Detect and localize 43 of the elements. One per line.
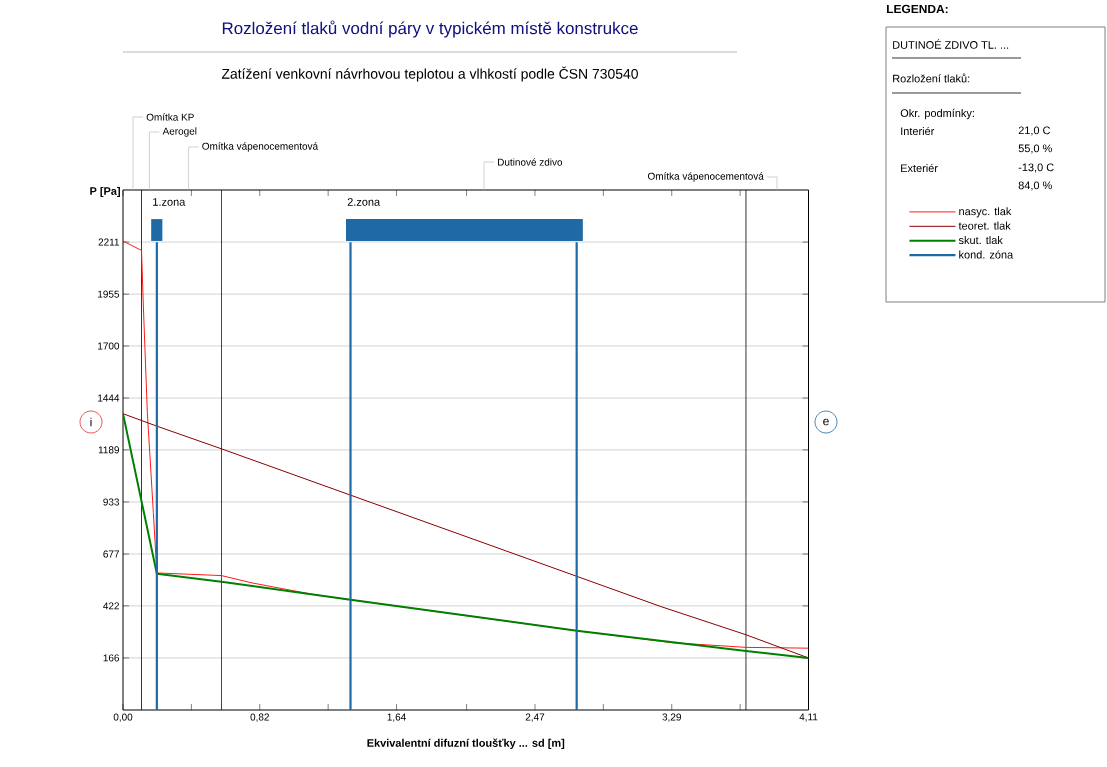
text: DUTINOÉ ZDIVO TL. ... bbox=[893, 39, 1009, 49]
text: Aerogel bbox=[162, 127, 197, 137]
text: Okr. podmínky: bbox=[900, 108, 974, 120]
x-tick-label: 1,64 bbox=[387, 713, 406, 722]
text: i bbox=[90, 417, 92, 427]
y-tick-label: 2211 bbox=[98, 238, 119, 246]
chart-subtitle: Zatížení venkovní návrhovou teplotou a vlhkostí podle ČSN 730540 bbox=[221, 66, 638, 82]
y-tick-label: 166 bbox=[103, 654, 120, 662]
x-tick-label: 0,82 bbox=[250, 713, 269, 722]
y-tick-label: 422 bbox=[103, 602, 119, 610]
text: -13,0 C bbox=[1018, 163, 1054, 173]
y-tick-label: 1444 bbox=[98, 394, 120, 402]
x-tick-label: 4,11 bbox=[799, 713, 818, 722]
text: 21,0 C bbox=[1018, 126, 1051, 136]
text: Interiér bbox=[901, 126, 935, 136]
text: Dutinové zdivo bbox=[498, 158, 563, 166]
y-tick-label: 1955 bbox=[98, 290, 120, 298]
y-tick-label: 1700 bbox=[98, 342, 120, 350]
text: Omítka vápenocementová bbox=[647, 172, 764, 182]
legend-title: LEGENDA: bbox=[887, 4, 948, 14]
legend-label: teoret. tlak bbox=[958, 221, 1011, 230]
band-label: 2.zona bbox=[347, 198, 381, 206]
text: Exteriér bbox=[901, 163, 938, 173]
legend-label: nasyc. tlak bbox=[959, 207, 1012, 218]
x-axis-title: Ekvivalentní difuzní tloušťky ... sd [m] bbox=[367, 738, 565, 750]
text: Rozložení tlaků: bbox=[893, 73, 970, 83]
text: 84,0 % bbox=[1018, 181, 1052, 191]
text: e bbox=[823, 418, 829, 426]
y-tick-label: 1189 bbox=[98, 446, 120, 454]
x-tick-label: 3,29 bbox=[662, 713, 681, 722]
y-tick-label: 677 bbox=[103, 550, 119, 558]
legend-label: kond. zóna bbox=[959, 250, 1014, 259]
y-tick-label: 933 bbox=[103, 498, 120, 506]
text: 55,0 % bbox=[1018, 144, 1052, 154]
text: Omítka vápenocementová bbox=[202, 142, 319, 152]
band-label: 1.zona bbox=[153, 198, 186, 206]
chart-title: Rozložení tlaků vodní páry v typickém místě konstrukce bbox=[222, 20, 638, 38]
legend-label: skut. tlak bbox=[958, 236, 1003, 245]
y-axis-title: P [Pa] bbox=[90, 186, 120, 198]
x-tick-label: 0,00 bbox=[113, 713, 133, 722]
text: Omítka KP bbox=[146, 113, 194, 121]
line-series bbox=[123, 413, 809, 659]
x-tick-label: 2,47 bbox=[525, 713, 545, 722]
